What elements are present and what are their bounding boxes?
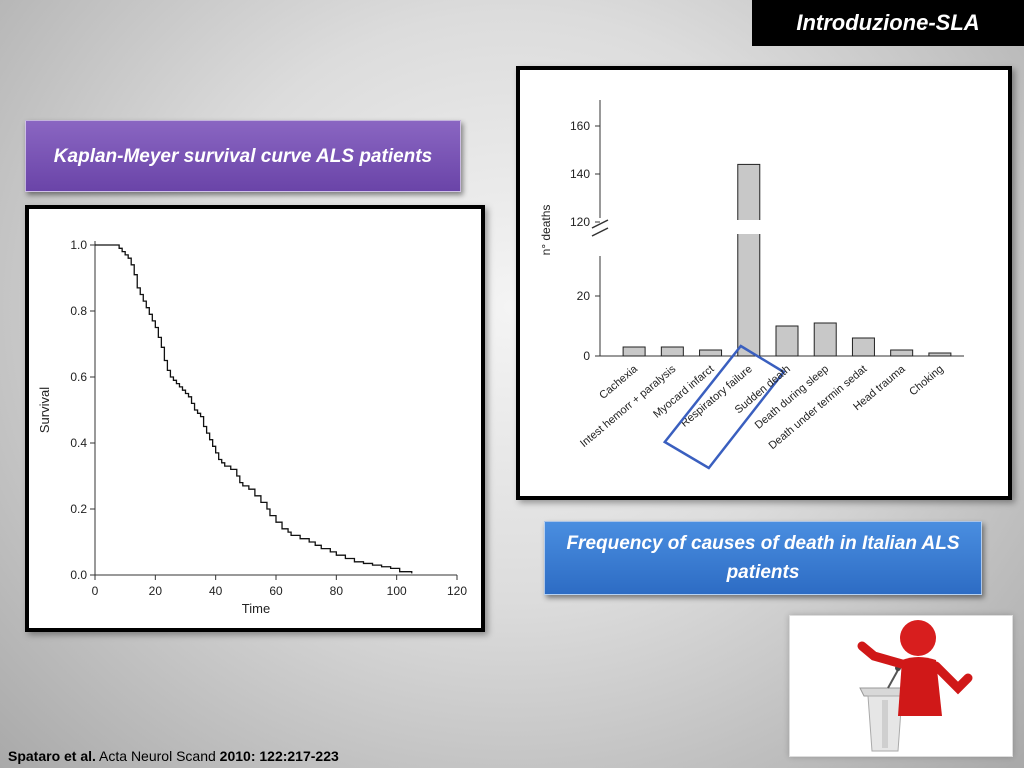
bar-chart-frame: 0 20 120 140 160 n° deaths Cachexia Intest hemo… xyxy=(516,66,1012,500)
axis-break-mark xyxy=(591,219,609,229)
citation: Spataro et al. Acta Neurol Scand 2010: 1… xyxy=(8,748,339,764)
y-axis-label: Survival xyxy=(37,387,52,433)
frequency-label: Frequency of causes of death in Italian … xyxy=(544,521,982,595)
x-tick-label: 100 xyxy=(387,584,407,598)
citation-author: Spataro et al. xyxy=(8,748,96,764)
survival-curve xyxy=(95,244,413,574)
bar xyxy=(813,322,837,357)
y-tick-label: 20 xyxy=(577,289,591,303)
bar xyxy=(851,337,875,357)
x-tick-label: 120 xyxy=(447,584,467,598)
x-tick-label: 20 xyxy=(149,584,163,598)
bar xyxy=(928,352,952,357)
x-tick-label: Respiratory failure xyxy=(679,363,755,430)
presenter-illustration xyxy=(789,615,1013,757)
bar xyxy=(890,349,914,357)
slide-title: Introduzione-SLA xyxy=(752,0,1024,46)
y-tick-label: 0.6 xyxy=(70,370,87,384)
x-tick-label: 40 xyxy=(209,584,223,598)
km-curve-label: Kaplan-Meyer survival curve ALS patients xyxy=(25,120,461,192)
x-tick-label: Choking xyxy=(907,363,946,398)
y-tick-label: 0.8 xyxy=(70,304,87,318)
y-axis-label: n° deaths xyxy=(539,205,553,256)
x-tick-label: 80 xyxy=(330,584,344,598)
speaker-at-podium-icon xyxy=(857,620,973,752)
x-axis-label: Time xyxy=(242,601,270,616)
y-tick-label: 140 xyxy=(570,167,590,181)
y-tick-label: 0.0 xyxy=(70,568,87,582)
citation-ref: 2010: 122:217-223 xyxy=(219,748,339,764)
y-tick-label: 0.2 xyxy=(70,502,87,516)
bar-break-gap xyxy=(735,220,762,234)
y-tick-label: 0 xyxy=(583,349,590,363)
km-chart-frame: 0 20 40 60 80 100 120 0.0 0.2 0.4 0.6 0.8 1.0 Time Sur… xyxy=(25,205,485,632)
x-tick-label: 0 xyxy=(92,584,99,598)
y-tick-label: 160 xyxy=(570,119,590,133)
bar xyxy=(660,346,684,357)
citation-journal: Acta Neurol Scand xyxy=(99,748,216,764)
bar xyxy=(737,163,761,357)
bar xyxy=(775,325,799,357)
y-tick-label: 0.4 xyxy=(70,436,87,450)
km-chart: 0 20 40 60 80 100 120 0.0 0.2 0.4 0.6 0.8 1.0 Time Sur… xyxy=(37,238,467,616)
y-tick-label: 1.0 xyxy=(70,238,87,252)
y-tick-label: 120 xyxy=(570,215,590,229)
bar xyxy=(699,349,723,357)
bar xyxy=(622,346,646,357)
highlight-box xyxy=(662,344,786,470)
x-tick-label: 60 xyxy=(269,584,283,598)
axis-break-mark xyxy=(591,227,609,237)
